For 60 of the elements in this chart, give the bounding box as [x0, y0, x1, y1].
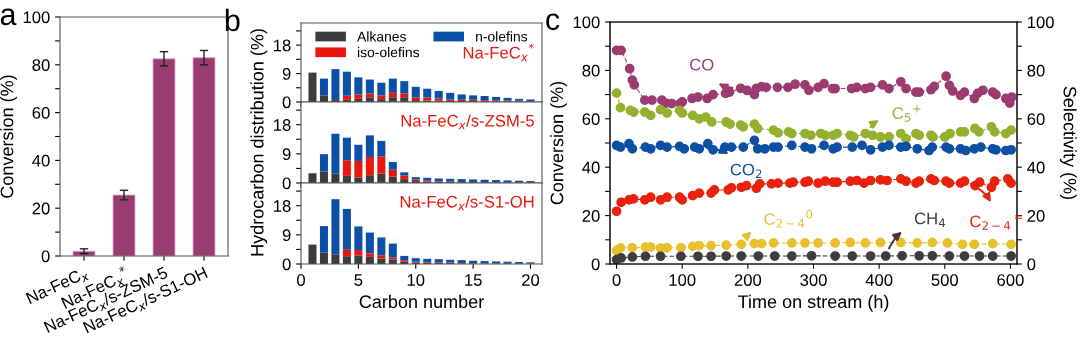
- x-tick-label: 600: [997, 274, 1024, 286]
- legend-label: n-olefins: [476, 31, 528, 42]
- y-tick-label: 80: [32, 59, 50, 71]
- annotation: Na-FeC$_{x}$$^{*}$: [463, 43, 534, 62]
- y-axis-title: Hydrocarbon distribution (%): [250, 29, 268, 256]
- y-tick-label: 0: [591, 258, 600, 271]
- x-tick-label: 5: [354, 274, 363, 286]
- legend-label: Alkanes: [357, 31, 406, 42]
- legend-label: C$_{2−4}$$^{=}$: [970, 215, 1023, 230]
- y-tick-label: 0: [282, 96, 291, 109]
- y-tick-label: 9: [282, 148, 291, 161]
- legend-label: iso-olefins: [357, 47, 420, 58]
- y2-tick-label: 100: [1027, 16, 1054, 29]
- y-tick-label: 18: [274, 200, 291, 212]
- y-tick-label: 0: [282, 177, 291, 190]
- y-tick-label: 18: [274, 119, 291, 131]
- x-tick-label: 100: [669, 274, 696, 286]
- series-label: CO: [690, 58, 714, 71]
- y-tick-label: 20: [582, 210, 600, 222]
- x-tick-label: 15: [465, 274, 482, 286]
- y2-tick-label: 60: [1027, 113, 1045, 125]
- chart-title: c: [546, 13, 560, 31]
- y-tick-label: 80: [582, 64, 600, 77]
- y2-tick-label: 80: [1027, 64, 1045, 77]
- annotation: Na-FeC$_{x}$/s-ZSM-5: [401, 114, 534, 130]
- y-tick-label: 0: [282, 258, 291, 271]
- y-tick-label: 20: [32, 202, 50, 215]
- y-tick-label: 9: [282, 67, 291, 80]
- x-tick-label: 500: [931, 274, 959, 286]
- y2-tick-label: 20: [1027, 210, 1045, 222]
- x-tick-label: 0: [612, 274, 621, 286]
- x-axis-title: Time on stream (h): [738, 294, 889, 312]
- x-tick-label: 20: [522, 274, 540, 286]
- y2-tick-label: 40: [1027, 161, 1045, 174]
- series-label: CH$_{4}$: [914, 212, 946, 227]
- series-label: C$_{2−4}$$^{0}$: [764, 209, 813, 228]
- y-tick-label: 100: [23, 11, 50, 24]
- y-tick-label: 40: [582, 161, 600, 174]
- y-tick-label: 9: [282, 229, 291, 242]
- legend-label: CO$_{2}$: [730, 163, 762, 179]
- x-axis-title: Carbon number: [359, 294, 484, 309]
- y-tick-label: 40: [32, 154, 50, 167]
- y-tick-label: 60: [582, 113, 600, 125]
- y-tick-label: 100: [573, 16, 600, 29]
- x-tick-label: 200: [734, 274, 762, 286]
- chart-title: b: [225, 8, 240, 32]
- series-label: C$_{5}$$^{+}$: [892, 105, 921, 122]
- y2-axis-title: Selectivity (%): [1059, 86, 1077, 200]
- x-tick-label: 400: [865, 274, 893, 286]
- annotation: Na-FeC$_{x}$/s-S1-OH: [400, 195, 534, 211]
- y-tick-label: 0: [41, 250, 50, 263]
- y2-tick-label: 0: [1027, 258, 1036, 271]
- x-tick-label: 10: [407, 274, 425, 286]
- y-tick-label: 18: [274, 39, 291, 52]
- x-tick-label: 300: [800, 274, 827, 286]
- chart-title: a: [0, 8, 17, 26]
- x-tick-label: 0: [297, 274, 305, 286]
- y-axis-title: Conversion (%): [550, 81, 567, 205]
- y-tick-label: 60: [32, 107, 50, 119]
- y-axis-title: Conversion (%): [0, 75, 17, 198]
